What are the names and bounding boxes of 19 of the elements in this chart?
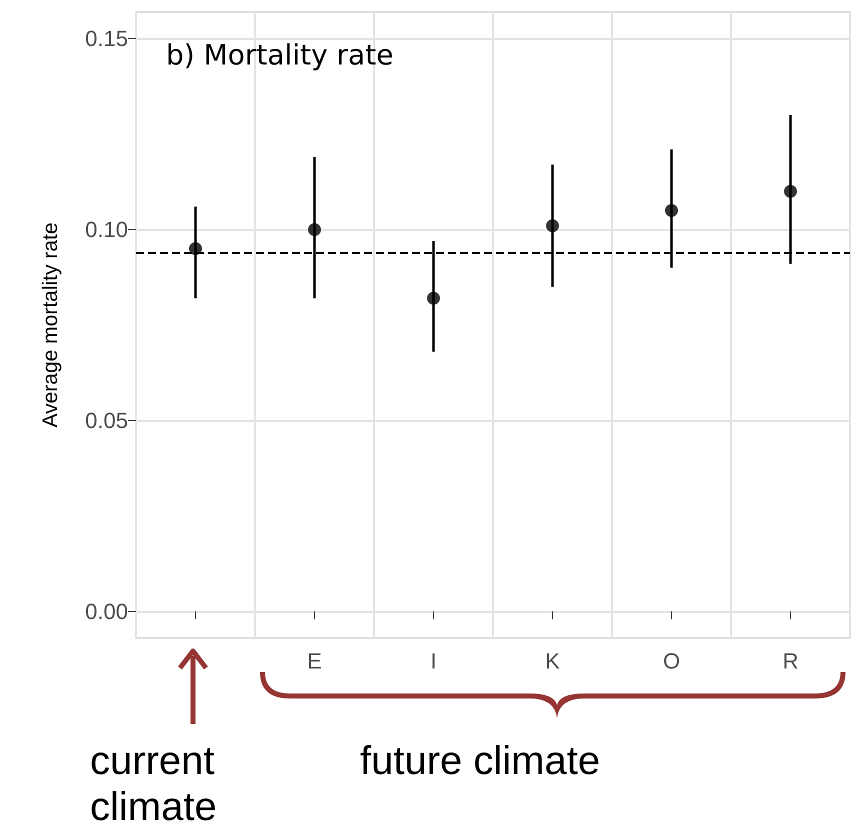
point <box>427 292 440 305</box>
point <box>189 242 202 256</box>
x-tick-label: K <box>545 648 560 674</box>
x-tick-label: E <box>307 648 322 674</box>
y-tick-label: 0.00 <box>85 598 128 624</box>
point <box>308 223 321 236</box>
point <box>665 204 678 217</box>
text: future climate <box>360 739 600 783</box>
y-axis-title: Average mortality rate <box>39 222 62 428</box>
y-tick-label: 0.15 <box>85 26 128 52</box>
x-tick-label: I <box>430 648 437 674</box>
text: current climate <box>90 739 226 829</box>
point <box>784 184 797 198</box>
point <box>546 219 559 232</box>
y-tick-label: 0.10 <box>85 217 128 242</box>
text: b) Mortality rate <box>166 38 394 72</box>
y-tick-label: 0.05 <box>85 408 128 433</box>
x-tick-label: O <box>662 648 680 674</box>
x-tick-label: R <box>782 648 798 674</box>
